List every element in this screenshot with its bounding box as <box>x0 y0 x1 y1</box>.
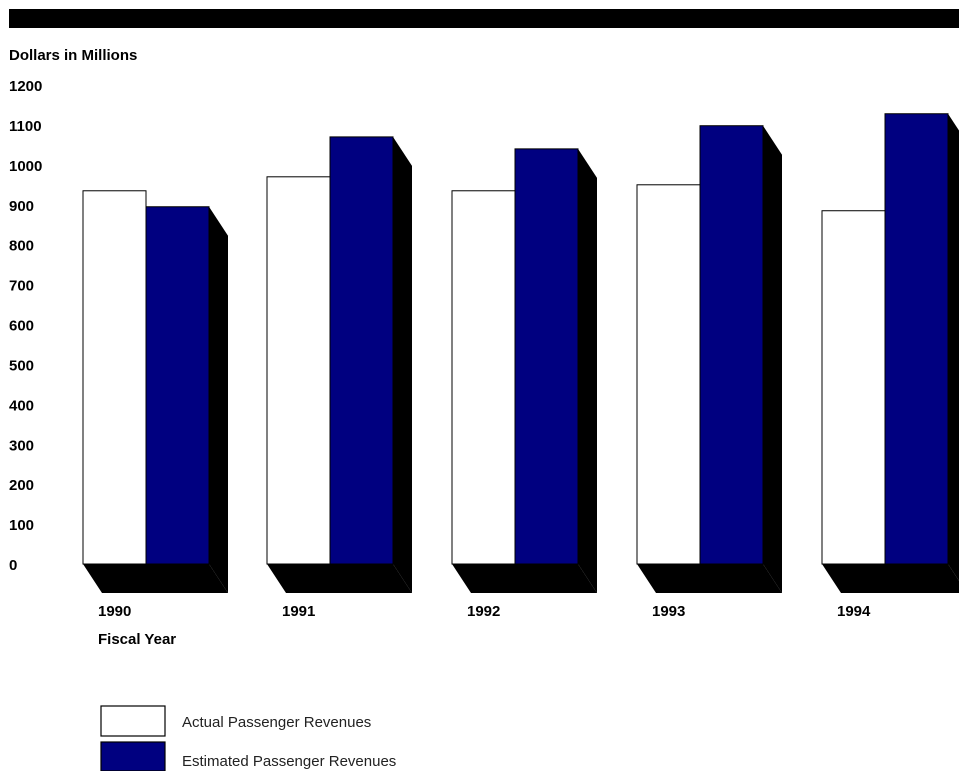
x-axis-title: Fiscal Year <box>98 631 176 648</box>
y-tick-label: 800 <box>9 238 34 255</box>
bar-floor-shadow <box>637 564 782 593</box>
y-axis-ticks: 0 100 200 300 400 500 600 700 800 900 1000 1100 1200 <box>9 78 42 574</box>
y-tick-label: 900 <box>9 198 34 215</box>
bar-floor-shadow <box>452 564 597 593</box>
bar-shadows <box>83 113 959 593</box>
y-tick-label: 400 <box>9 397 34 414</box>
bar-side-shadow <box>763 125 782 593</box>
y-tick-label: 1100 <box>9 118 42 135</box>
top-banner-bar <box>9 9 959 28</box>
bar-estimated <box>884 113 949 565</box>
bars <box>82 113 949 565</box>
x-tick-label: 1994 <box>837 603 871 620</box>
bar-estimated <box>699 125 764 565</box>
legend: Actual Passenger Revenues Estimated Pass… <box>100 705 396 771</box>
y-tick-label: 500 <box>9 357 34 374</box>
y-tick-label: 600 <box>9 318 34 335</box>
bar-floor-shadow <box>83 564 228 593</box>
y-tick-label: 300 <box>9 437 34 454</box>
y-axis-title: Dollars in Millions <box>9 47 137 64</box>
bar-actual <box>821 210 886 565</box>
bar-estimated <box>329 136 394 565</box>
y-tick-label: 0 <box>9 557 17 574</box>
legend-label-estimated: Estimated Passenger Revenues <box>182 753 396 770</box>
x-tick-label: 1992 <box>467 603 500 620</box>
bar-actual <box>82 190 147 565</box>
y-tick-label: 1000 <box>9 158 42 175</box>
bar-actual <box>451 190 516 565</box>
y-tick-label: 100 <box>9 517 34 534</box>
x-tick-label: 1993 <box>652 603 685 620</box>
legend-swatch-actual <box>100 705 166 737</box>
y-tick-label: 700 <box>9 278 34 295</box>
bar-floor-shadow <box>822 564 959 593</box>
y-tick-label: 200 <box>9 477 34 494</box>
bar-actual <box>636 184 701 565</box>
legend-label-actual: Actual Passenger Revenues <box>182 714 371 731</box>
x-tick-label: 1991 <box>282 603 315 620</box>
x-axis-ticks: 1990 1991 1992 1993 1994 <box>98 603 871 620</box>
y-tick-label: 1200 <box>9 78 42 95</box>
bar-side-shadow <box>948 113 959 581</box>
bar-estimated <box>145 206 210 565</box>
bar-side-shadow <box>209 206 228 593</box>
x-tick-label: 1990 <box>98 603 131 620</box>
legend-swatch-estimated <box>100 741 166 771</box>
bar-estimated <box>514 148 579 565</box>
bar-side-shadow <box>393 136 412 593</box>
bar-side-shadow <box>578 148 597 593</box>
bar-actual <box>266 176 331 565</box>
bar-floor-shadow <box>267 564 412 593</box>
